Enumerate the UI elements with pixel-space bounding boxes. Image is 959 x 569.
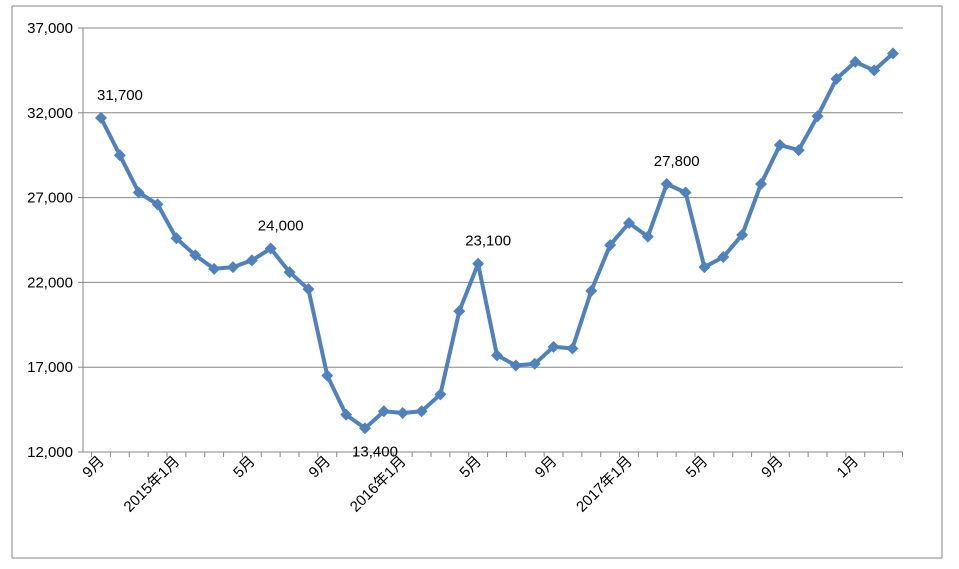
data-point-marker — [698, 261, 711, 274]
data-point-marker — [566, 342, 579, 355]
data-point-marker — [509, 359, 522, 372]
data-point-marker — [736, 228, 749, 241]
data-point-marker — [604, 239, 617, 252]
data-point-marker — [849, 55, 862, 68]
data-point-marker — [491, 349, 503, 362]
data-label: 24,000 — [258, 217, 304, 234]
data-point-marker — [396, 406, 409, 419]
data-point-marker — [132, 186, 145, 199]
data-point-marker — [623, 217, 635, 230]
y-axis: 12,000 17,000 22,000 27,000 32,000 37,000 — [27, 20, 84, 461]
y-tick-label: 17,000 — [27, 359, 73, 376]
y-tick-label: 12,000 — [27, 444, 73, 461]
y-tick-label: 22,000 — [27, 274, 73, 291]
data-point-marker — [887, 47, 899, 60]
data-point-marker — [359, 422, 371, 435]
data-point-marker — [773, 139, 786, 152]
data-point-marker — [302, 283, 315, 296]
data-point-marker — [95, 111, 107, 124]
data-point-marker — [151, 198, 164, 211]
data-point-marker — [245, 254, 258, 267]
data-point-marker — [321, 369, 334, 382]
data-point-marker — [641, 230, 654, 243]
data-label: 23,100 — [465, 233, 511, 250]
data-point-marker — [811, 110, 824, 123]
data-point-marker — [868, 64, 881, 77]
series-markers — [95, 47, 899, 435]
data-label: 13,400 — [352, 443, 398, 460]
data-point-marker — [472, 257, 485, 270]
data-point-marker — [189, 249, 202, 262]
data-point-marker — [208, 262, 221, 275]
data-label: 27,800 — [654, 153, 700, 170]
data-point-marker — [434, 388, 447, 401]
data-point-marker — [415, 405, 428, 418]
data-point-marker — [547, 340, 560, 353]
data-point-marker — [660, 178, 673, 191]
data-point-marker — [377, 405, 390, 418]
y-tick-label: 37,000 — [27, 20, 73, 37]
data-labels: 31,700 24,000 13,400 23,100 27,800 — [97, 87, 700, 460]
data-point-marker — [113, 149, 126, 162]
data-point-marker — [679, 186, 692, 199]
data-point-marker — [170, 232, 183, 245]
data-point-marker — [717, 250, 730, 263]
y-tick-label: 32,000 — [27, 105, 73, 122]
data-point-marker — [283, 266, 296, 279]
data-label: 31,700 — [97, 87, 143, 104]
data-point-marker — [227, 261, 239, 274]
data-point-marker — [528, 357, 541, 370]
data-point-marker — [755, 178, 767, 191]
data-point-marker — [585, 284, 598, 297]
data-point-marker — [340, 408, 353, 421]
data-point-marker — [264, 242, 277, 255]
data-point-marker — [830, 72, 843, 85]
data-point-marker — [453, 305, 466, 318]
data-point-marker — [792, 144, 805, 157]
gridlines — [83, 27, 903, 368]
y-tick-label: 27,000 — [27, 190, 73, 207]
